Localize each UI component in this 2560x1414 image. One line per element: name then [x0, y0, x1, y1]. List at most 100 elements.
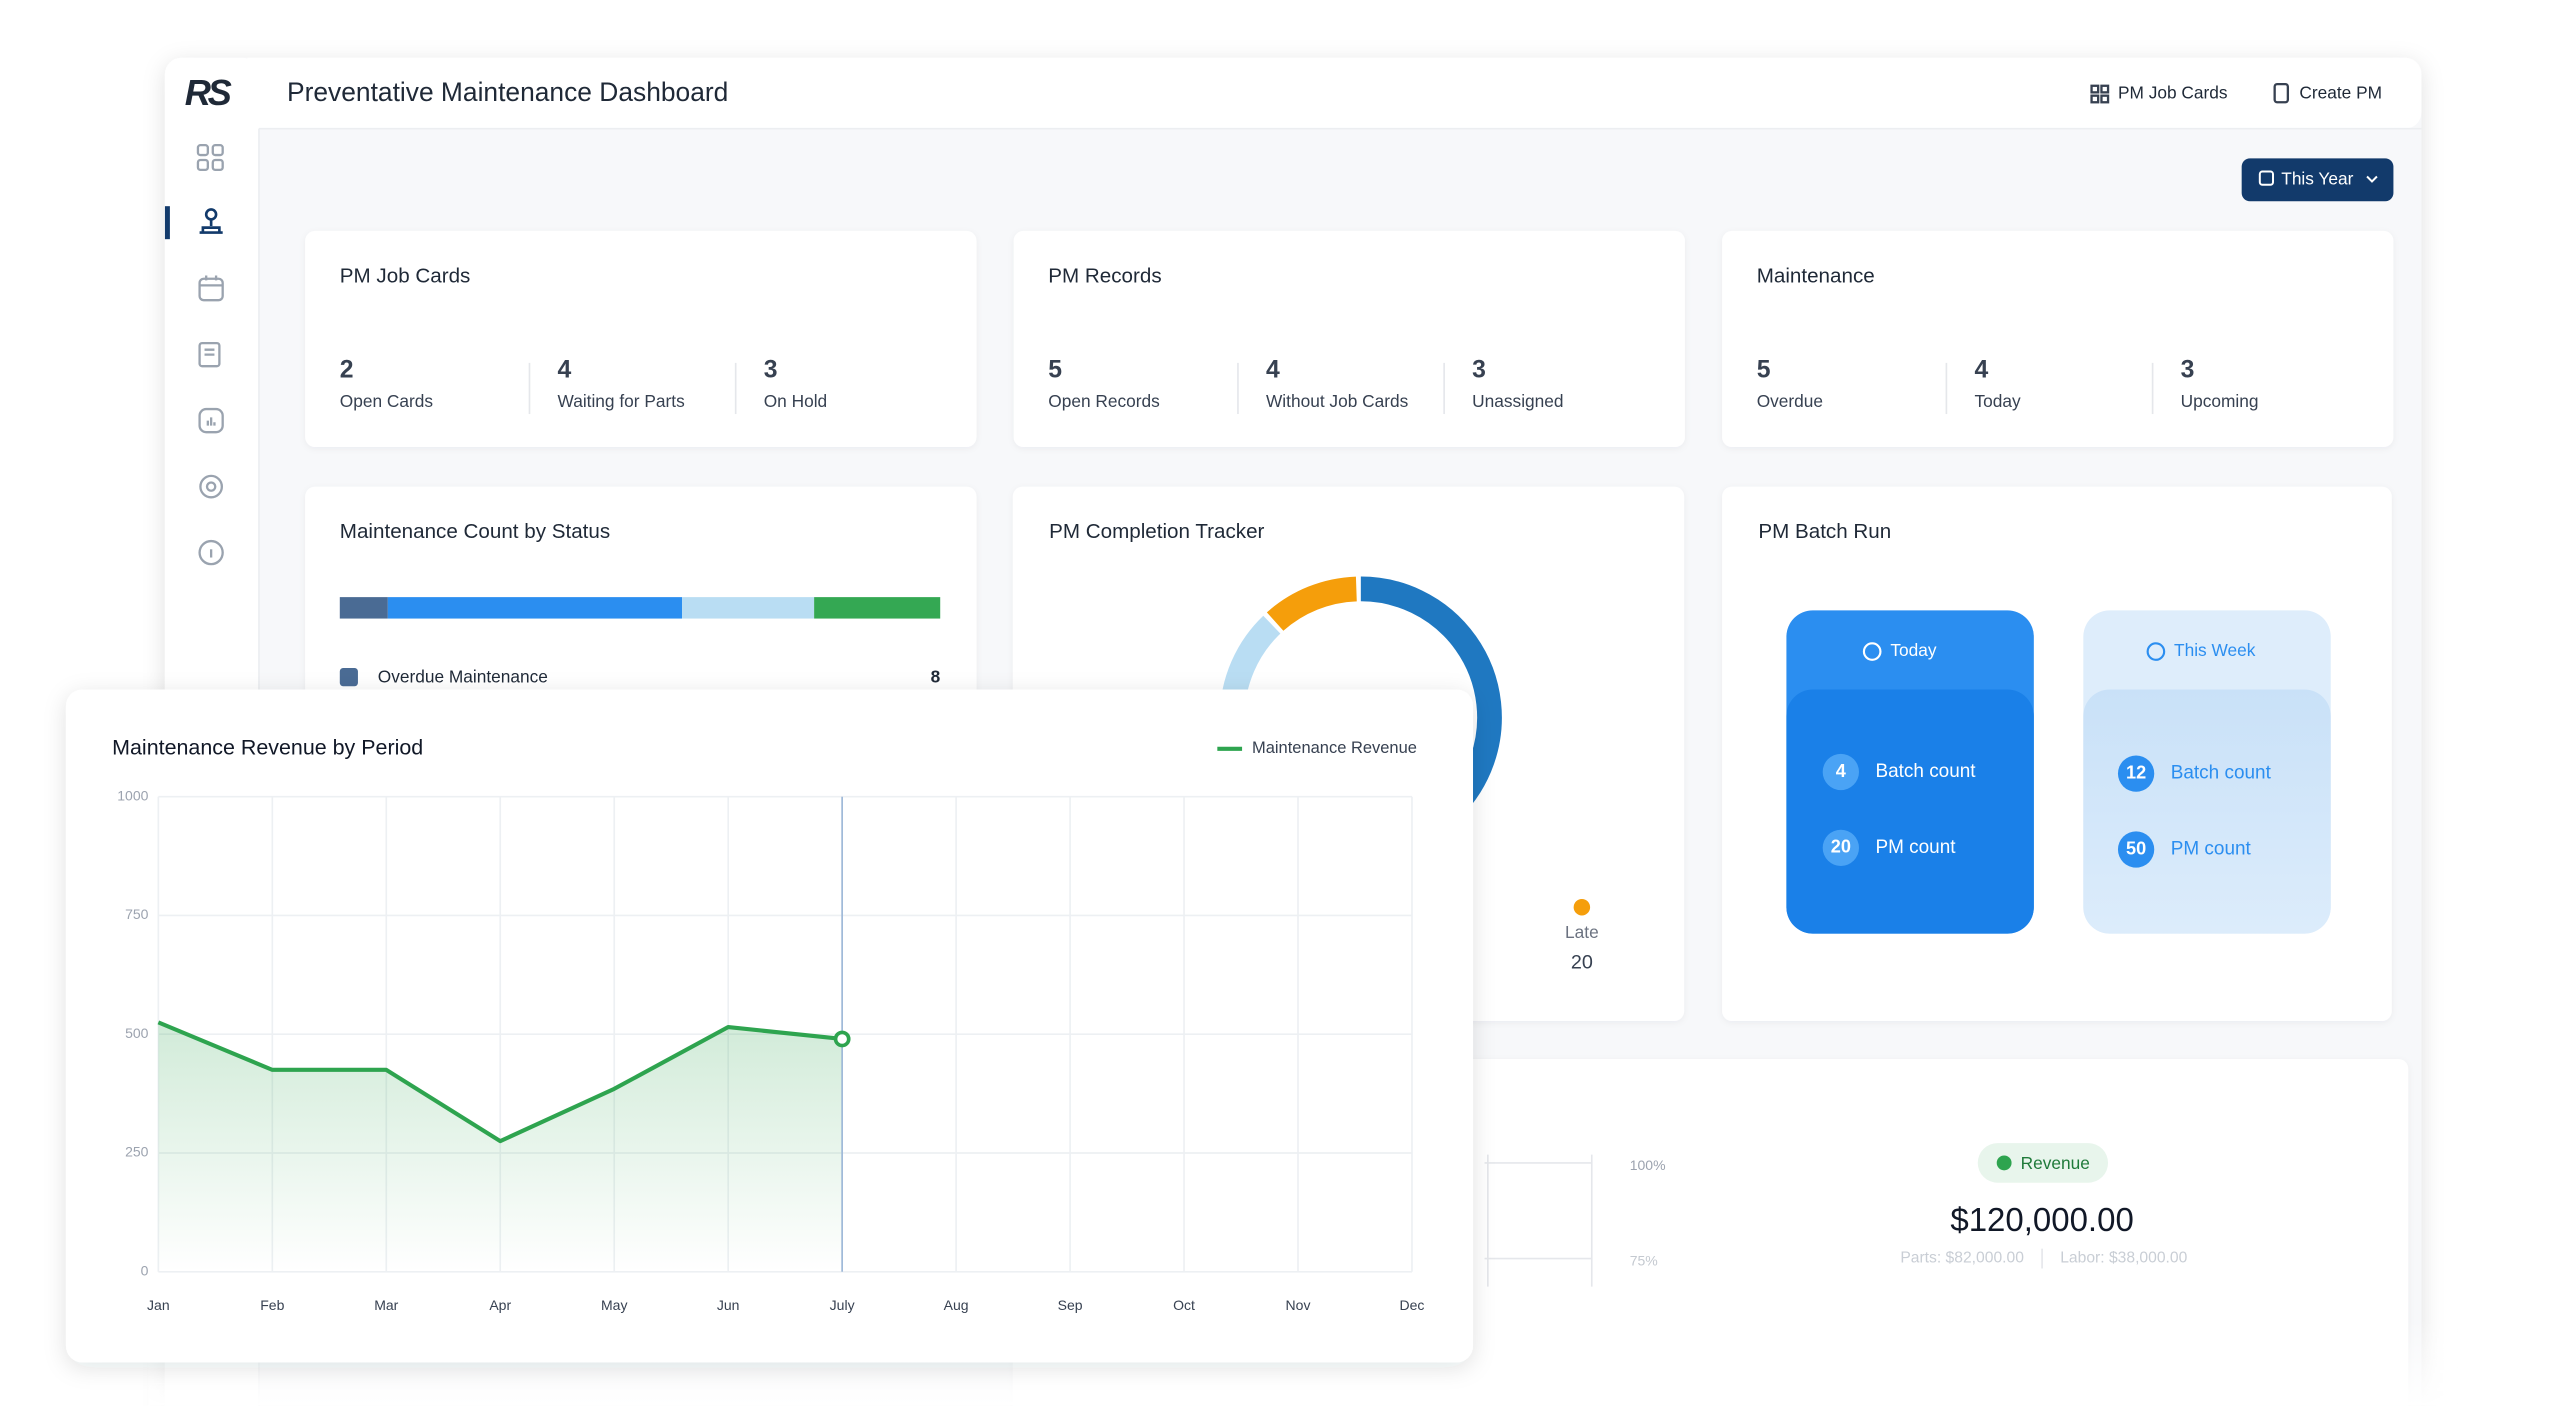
pm-job-cards-button[interactable]: PM Job Cards	[2090, 83, 2228, 104]
clock-icon	[2146, 642, 2166, 661]
stat-value: 3	[1472, 357, 1486, 384]
icon	[198, 539, 224, 566]
area	[158, 1022, 843, 1272]
icon	[2090, 84, 2100, 94]
x-tick-label: Sep	[1058, 1297, 1083, 1313]
icon	[199, 275, 223, 287]
nav-info[interactable]	[198, 539, 224, 566]
stat-label: Open Records	[1048, 391, 1160, 411]
badge	[2117, 831, 2155, 868]
chart-title: Maintenance Revenue by Period	[112, 736, 423, 760]
stat-cards: PM Job Cards 2 Open Cards 4 Waiting for Part…	[305, 230, 2394, 448]
stat-value: 5	[1048, 357, 1062, 384]
x-tick-label: Feb	[260, 1297, 284, 1313]
axis-label: 75%	[1630, 1253, 1658, 1269]
status-segment	[387, 597, 683, 619]
icon	[199, 474, 224, 499]
chevron	[2366, 175, 2378, 183]
panel-label: Today	[1890, 640, 1937, 660]
card-title: Maintenance	[1757, 265, 1875, 288]
stat-value: 4	[558, 357, 572, 384]
nav-analytics[interactable]	[198, 407, 224, 434]
status-segment	[339, 597, 388, 619]
batch-label: Batch count	[1875, 761, 1976, 782]
nav-dashboard[interactable]	[196, 144, 224, 172]
logo: RS	[185, 72, 232, 113]
page-title: Preventative Maintenance Dashboard	[287, 77, 728, 107]
icon	[2258, 170, 2275, 186]
stat-card	[305, 230, 977, 448]
legend-label: Overdue Maintenance	[378, 667, 548, 687]
batch-count: 12	[2126, 762, 2146, 782]
period-filter[interactable]: This Year	[2241, 158, 2394, 202]
y-tick-label: 500	[125, 1025, 149, 1041]
icon	[199, 219, 223, 234]
icon	[198, 407, 224, 434]
y-tick-label: 250	[125, 1144, 149, 1160]
status-segment	[682, 597, 815, 619]
icon	[198, 277, 224, 302]
status-bar	[339, 597, 941, 619]
stat-label: Unassigned	[1472, 391, 1563, 411]
card-title: PM Completion Tracker	[1049, 520, 1264, 543]
legend-label: Late	[1565, 922, 1599, 942]
icon	[205, 481, 217, 492]
panel-label: This Week	[2174, 640, 2256, 660]
card-title: PM Batch Run	[1758, 520, 1891, 543]
legend-value: 20	[1571, 952, 1593, 974]
axis-label: 100%	[1630, 1157, 1666, 1173]
donut-segment	[1266, 576, 1358, 632]
icon	[2100, 94, 2110, 104]
hover-point	[833, 1030, 851, 1048]
batch-label: Batch count	[2171, 763, 2272, 784]
legend-value: 8	[931, 667, 941, 687]
stat-label: Waiting for Parts	[558, 391, 686, 411]
stat-label: Open Cards	[340, 391, 434, 411]
stat-label: On Hold	[764, 391, 827, 411]
card-title: PM Records	[1048, 265, 1161, 288]
badge	[1822, 753, 1859, 791]
stat-card	[1013, 230, 1685, 448]
button-label: PM Job Cards	[2118, 83, 2228, 103]
stat-value: 5	[1757, 357, 1771, 384]
x-tick-label: Mar	[374, 1297, 398, 1313]
icon	[2100, 84, 2110, 94]
stat-label: Overdue	[1757, 391, 1823, 411]
x-tick-label: July	[830, 1297, 855, 1313]
badge-dot	[1996, 1155, 2012, 1171]
batch-week: This Week 12 Batch count 50 PM count	[2083, 610, 2331, 934]
badge	[2117, 755, 2155, 792]
nav-reports[interactable]	[198, 341, 221, 368]
y-tick-label: 750	[125, 906, 149, 922]
stat-value: 2	[340, 357, 354, 384]
y-tick-label: 1000	[117, 787, 148, 803]
icon	[2273, 82, 2290, 104]
icon	[196, 158, 209, 172]
button-label: Create PM	[2299, 83, 2382, 103]
create-pm-button[interactable]: Create PM	[2273, 82, 2382, 104]
x-tick-label: Jan	[147, 1297, 170, 1313]
x-tick-label: Apr	[489, 1297, 511, 1313]
stat-value: 3	[764, 357, 778, 384]
pm-label: PM count	[2171, 839, 2252, 860]
header-edge	[2388, 57, 2422, 129]
nav-calendar[interactable]	[198, 275, 224, 302]
revenue-badge	[1977, 1143, 2109, 1183]
stat-label: Today	[1974, 391, 2021, 411]
parts: Parts: $82,000.00	[1900, 1250, 2024, 1267]
badge	[1822, 829, 1859, 866]
icon	[211, 144, 224, 157]
nav-maintenance[interactable]	[199, 208, 223, 234]
x-tick-label: Dec	[1400, 1297, 1425, 1313]
x-tick-label: Nov	[1286, 1297, 1311, 1313]
nav-settings[interactable]	[199, 474, 224, 499]
stat-label: Upcoming	[2181, 391, 2259, 411]
x-tick-label: May	[601, 1297, 627, 1313]
icon	[206, 417, 216, 426]
stat-value: 3	[2181, 357, 2195, 384]
stat-card	[1722, 230, 2394, 448]
badge-label: Revenue	[2021, 1153, 2090, 1173]
card-title: PM Job Cards	[340, 265, 471, 288]
revenue-total: $120,000.00	[1950, 1201, 2133, 1238]
